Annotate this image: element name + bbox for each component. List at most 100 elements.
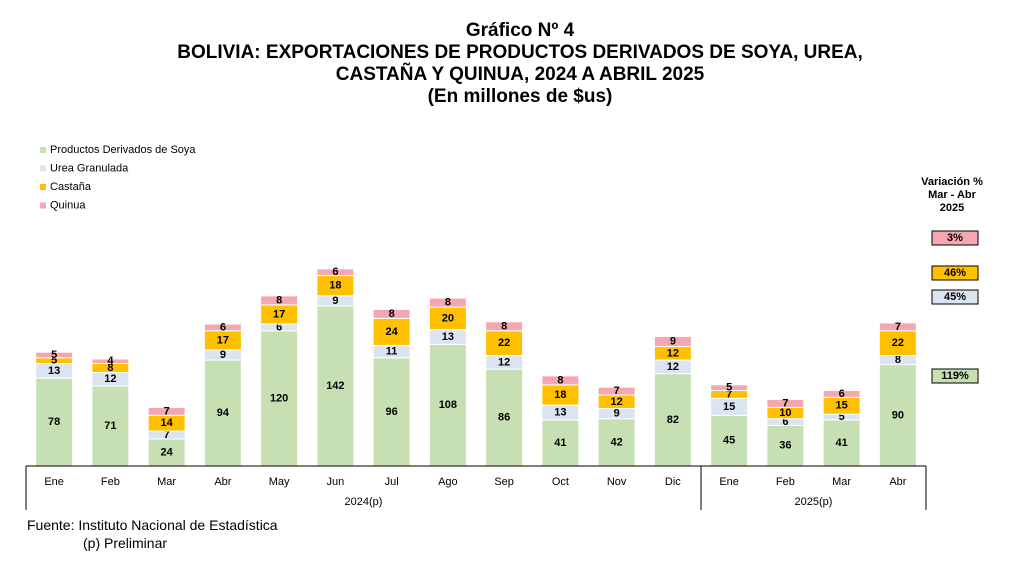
- variation-value: 46%: [944, 267, 966, 279]
- bar-segment: [710, 414, 749, 467]
- bar-segment: [372, 357, 411, 467]
- bar-segment: [372, 317, 411, 346]
- x-tick-label: Sep: [494, 476, 514, 488]
- bar-segment: [822, 419, 861, 467]
- bar-value-label: 8: [107, 362, 113, 374]
- bar-value-label: 96: [386, 406, 398, 418]
- bar-value-label: 12: [611, 396, 623, 408]
- bar-segment: [316, 305, 355, 467]
- bar-segment: [428, 297, 467, 308]
- variation-value: 45%: [944, 291, 966, 303]
- bar-segment: [91, 385, 130, 467]
- bar-value-label: 8: [276, 294, 282, 306]
- variation-value: 119%: [941, 370, 969, 382]
- bar-segment: [597, 386, 636, 396]
- legend-label: Quinua: [50, 200, 86, 212]
- bar-value-label: 9: [332, 295, 338, 307]
- bar-segment: [428, 343, 467, 467]
- bar-value-label: 7: [614, 385, 620, 397]
- x-tick-label: Mar: [832, 476, 851, 488]
- x-tick-label: Jun: [327, 476, 345, 488]
- preliminary-note: (p) Preliminar: [83, 535, 168, 551]
- bar-value-label: 7: [895, 321, 901, 333]
- chart-title-line4: (En millones de $us): [427, 86, 613, 107]
- bar-value-label: 22: [498, 337, 510, 349]
- bar-segment: [372, 308, 411, 319]
- legend-label: Castaña: [50, 181, 92, 193]
- bar-segment: [260, 295, 299, 306]
- bar-value-label: 6: [782, 416, 788, 428]
- bar-segment: [653, 373, 692, 467]
- bar-value-label: 7: [164, 429, 170, 441]
- bar-value-label: 13: [554, 406, 566, 418]
- bar-value-label: 71: [104, 420, 116, 432]
- bar-value-label: 36: [779, 440, 791, 452]
- bar-value-label: 13: [48, 365, 60, 377]
- bar-segment: [147, 438, 186, 467]
- x-tick-label: Mar: [157, 476, 176, 488]
- bar-value-label: 8: [557, 374, 563, 386]
- bar-value-label: 5: [726, 382, 732, 394]
- bar-value-label: 22: [892, 337, 904, 349]
- bar-value-label: 42: [611, 436, 623, 448]
- bar-value-label: 12: [667, 361, 679, 373]
- bar-value-label: 82: [667, 414, 679, 426]
- bar-segment: [710, 384, 749, 392]
- bar-value-label: 4: [107, 355, 114, 367]
- bar-value-label: 8: [389, 308, 395, 320]
- x-tick-label: Feb: [101, 476, 120, 488]
- x-tick-label: May: [269, 476, 290, 488]
- chart-title-line3: CASTAÑA Y QUINUA, 2024 A ABRIL 2025: [335, 64, 705, 85]
- bar-segment: [822, 390, 861, 398]
- bar-value-label: 120: [270, 392, 288, 404]
- bar-value-label: 24: [386, 326, 399, 338]
- bar-value-label: 5: [51, 349, 57, 361]
- bar-value-label: 17: [217, 334, 229, 346]
- bar-value-label: 108: [439, 399, 457, 411]
- bar-value-label: 6: [839, 388, 845, 400]
- source-line: Fuente: Instituto Nacional de Estadístic…: [27, 517, 278, 533]
- bar-value-label: 20: [442, 312, 454, 324]
- bar-value-label: 5: [839, 411, 845, 423]
- bar-value-label: 6: [276, 321, 282, 333]
- bar-segment: [878, 322, 917, 332]
- bar-value-label: 7: [726, 388, 732, 400]
- x-tick-label: Dic: [665, 476, 681, 488]
- chart-title-block: Gráfico Nº 4 BOLIVIA: EXPORTACIONES DE P…: [0, 20, 1013, 108]
- bar-segment: [597, 418, 636, 467]
- x-tick-label: Ene: [719, 476, 739, 488]
- legend-swatch: [40, 165, 46, 172]
- bar-value-label: 5: [51, 355, 57, 367]
- x-tick-label: Ene: [44, 476, 64, 488]
- bar-value-label: 17: [273, 308, 285, 320]
- chart-title-line2: BOLIVIA: EXPORTACIONES DE PRODUCTOS DERI…: [177, 42, 863, 63]
- legend-label: Productos Derivados de Soya: [50, 144, 196, 156]
- bar-value-label: 6: [220, 321, 226, 333]
- variation-box: [931, 368, 979, 384]
- legend-label: Urea Granulada: [50, 163, 129, 175]
- x-tick-label: Ago: [438, 476, 458, 488]
- bar-value-label: 15: [723, 401, 735, 413]
- bar-value-label: 90: [892, 409, 904, 421]
- variation-box: [931, 230, 979, 246]
- bar-value-label: 24: [161, 446, 174, 458]
- legend-swatch: [40, 147, 46, 153]
- bar-value-label: 45: [723, 435, 735, 447]
- x-tick-label: Nov: [607, 476, 627, 488]
- bar-value-label: 11: [386, 346, 398, 358]
- bar-value-label: 13: [442, 331, 454, 343]
- bar-segment: [316, 268, 355, 277]
- bar-segment: [766, 399, 805, 408]
- variation-box: [931, 289, 979, 305]
- bar-segment: [541, 375, 580, 386]
- bar-segment: [878, 330, 917, 357]
- bar-value-label: 8: [445, 297, 451, 309]
- bar-value-label: 12: [104, 373, 116, 385]
- bar-segment: [766, 424, 805, 467]
- source-note: Fuente: Instituto Nacional de Estadístic…: [27, 516, 278, 552]
- x-tick-label: Abr: [214, 476, 231, 488]
- bar-segment: [203, 323, 242, 332]
- x-group-label: 2024(p): [345, 496, 383, 508]
- bar-value-label: 7: [164, 405, 170, 417]
